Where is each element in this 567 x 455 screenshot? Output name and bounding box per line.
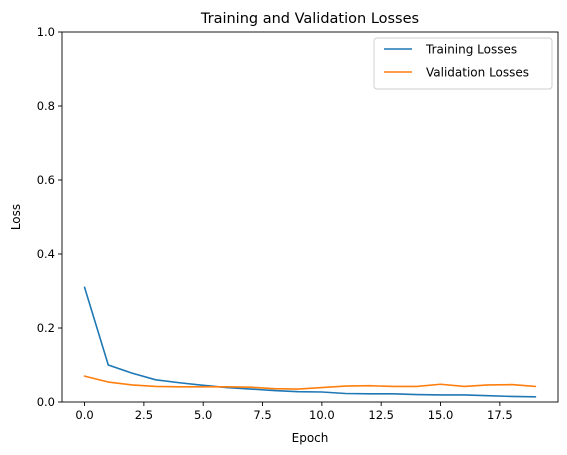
y-tick-label: 0.0 [37, 395, 55, 409]
axes-frame [61, 31, 559, 403]
y-axis: 0.0 0.2 0.4 0.6 0.8 1.0 [37, 25, 62, 409]
x-tick-label: 10.0 [309, 408, 335, 422]
chart-title: Training and Validation Losses [200, 11, 419, 27]
legend: Training Losses Validation Losses [373, 37, 553, 90]
y-tick-label: 1.0 [37, 25, 55, 39]
series-line-training [83, 286, 537, 398]
legend-label-training: Training Losses [425, 43, 517, 57]
x-tick-label: 0.0 [75, 408, 93, 422]
y-tick-label: 0.8 [37, 99, 55, 113]
x-tick-label: 15.0 [428, 408, 454, 422]
x-tick-label: 5.0 [194, 408, 212, 422]
legend-label-validation: Validation Losses [426, 66, 529, 80]
legend-frame [373, 37, 553, 90]
x-tick-label: 12.5 [368, 408, 394, 422]
x-axis-label: Epoch [292, 431, 329, 445]
x-tick-label: 7.5 [253, 408, 271, 422]
y-tick-label: 0.4 [37, 247, 55, 261]
x-tick-label: 17.5 [487, 408, 513, 422]
series-line-validation [83, 375, 537, 390]
y-tick-label: 0.2 [37, 321, 55, 335]
x-axis: 0.0 2.5 5.0 7.5 10.0 12.5 15.0 17.5 [75, 402, 513, 422]
y-tick-label: 0.6 [37, 173, 55, 187]
y-axis-label: Loss [9, 204, 23, 230]
x-tick-label: 2.5 [135, 408, 153, 422]
